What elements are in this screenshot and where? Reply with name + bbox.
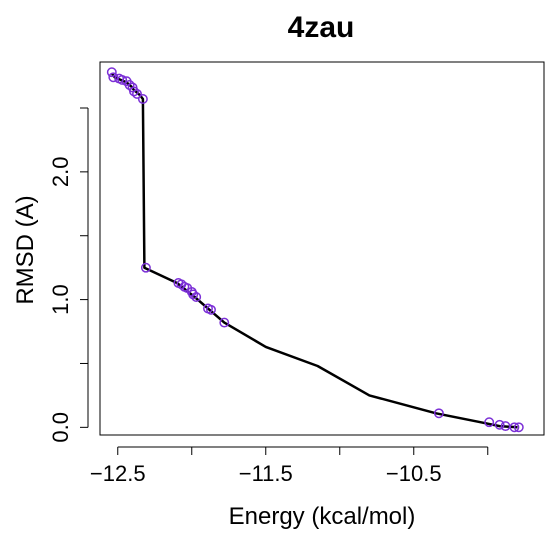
data-point — [191, 292, 202, 302]
data-point — [129, 86, 139, 97]
data-point — [117, 74, 128, 85]
series-line — [110, 72, 518, 429]
data-point — [137, 94, 148, 104]
y-axis: 0.0 1.0 2.0 — [48, 107, 89, 443]
data-point — [509, 422, 520, 433]
x-tick-label: −10.5 — [386, 461, 442, 486]
plot-frame — [99, 61, 545, 436]
data-point — [433, 408, 444, 419]
y-tick-label: 1.0 — [48, 284, 73, 315]
data-point — [188, 289, 199, 300]
data-point — [132, 88, 142, 99]
x-tick-label: −12.5 — [90, 461, 146, 486]
x-axis: −12.5 −11.5 −10.5 — [90, 446, 489, 486]
data-point — [494, 419, 505, 430]
data-point — [219, 317, 230, 328]
y-axis-label: RMSD (A) — [12, 195, 39, 304]
data-point — [484, 417, 495, 428]
x-tick-label: −11.5 — [239, 461, 293, 486]
data-point — [140, 262, 151, 273]
data-points — [106, 67, 524, 433]
y-tick-label: 2.0 — [48, 157, 73, 188]
y-tick-label: 0.0 — [48, 412, 73, 443]
chart-title: 4zau — [288, 11, 355, 44]
x-axis-label: Energy (kcal/mol) — [229, 503, 416, 530]
data-point — [206, 304, 216, 315]
data-point — [106, 67, 117, 78]
data-point — [513, 422, 524, 433]
data-point — [108, 72, 119, 83]
